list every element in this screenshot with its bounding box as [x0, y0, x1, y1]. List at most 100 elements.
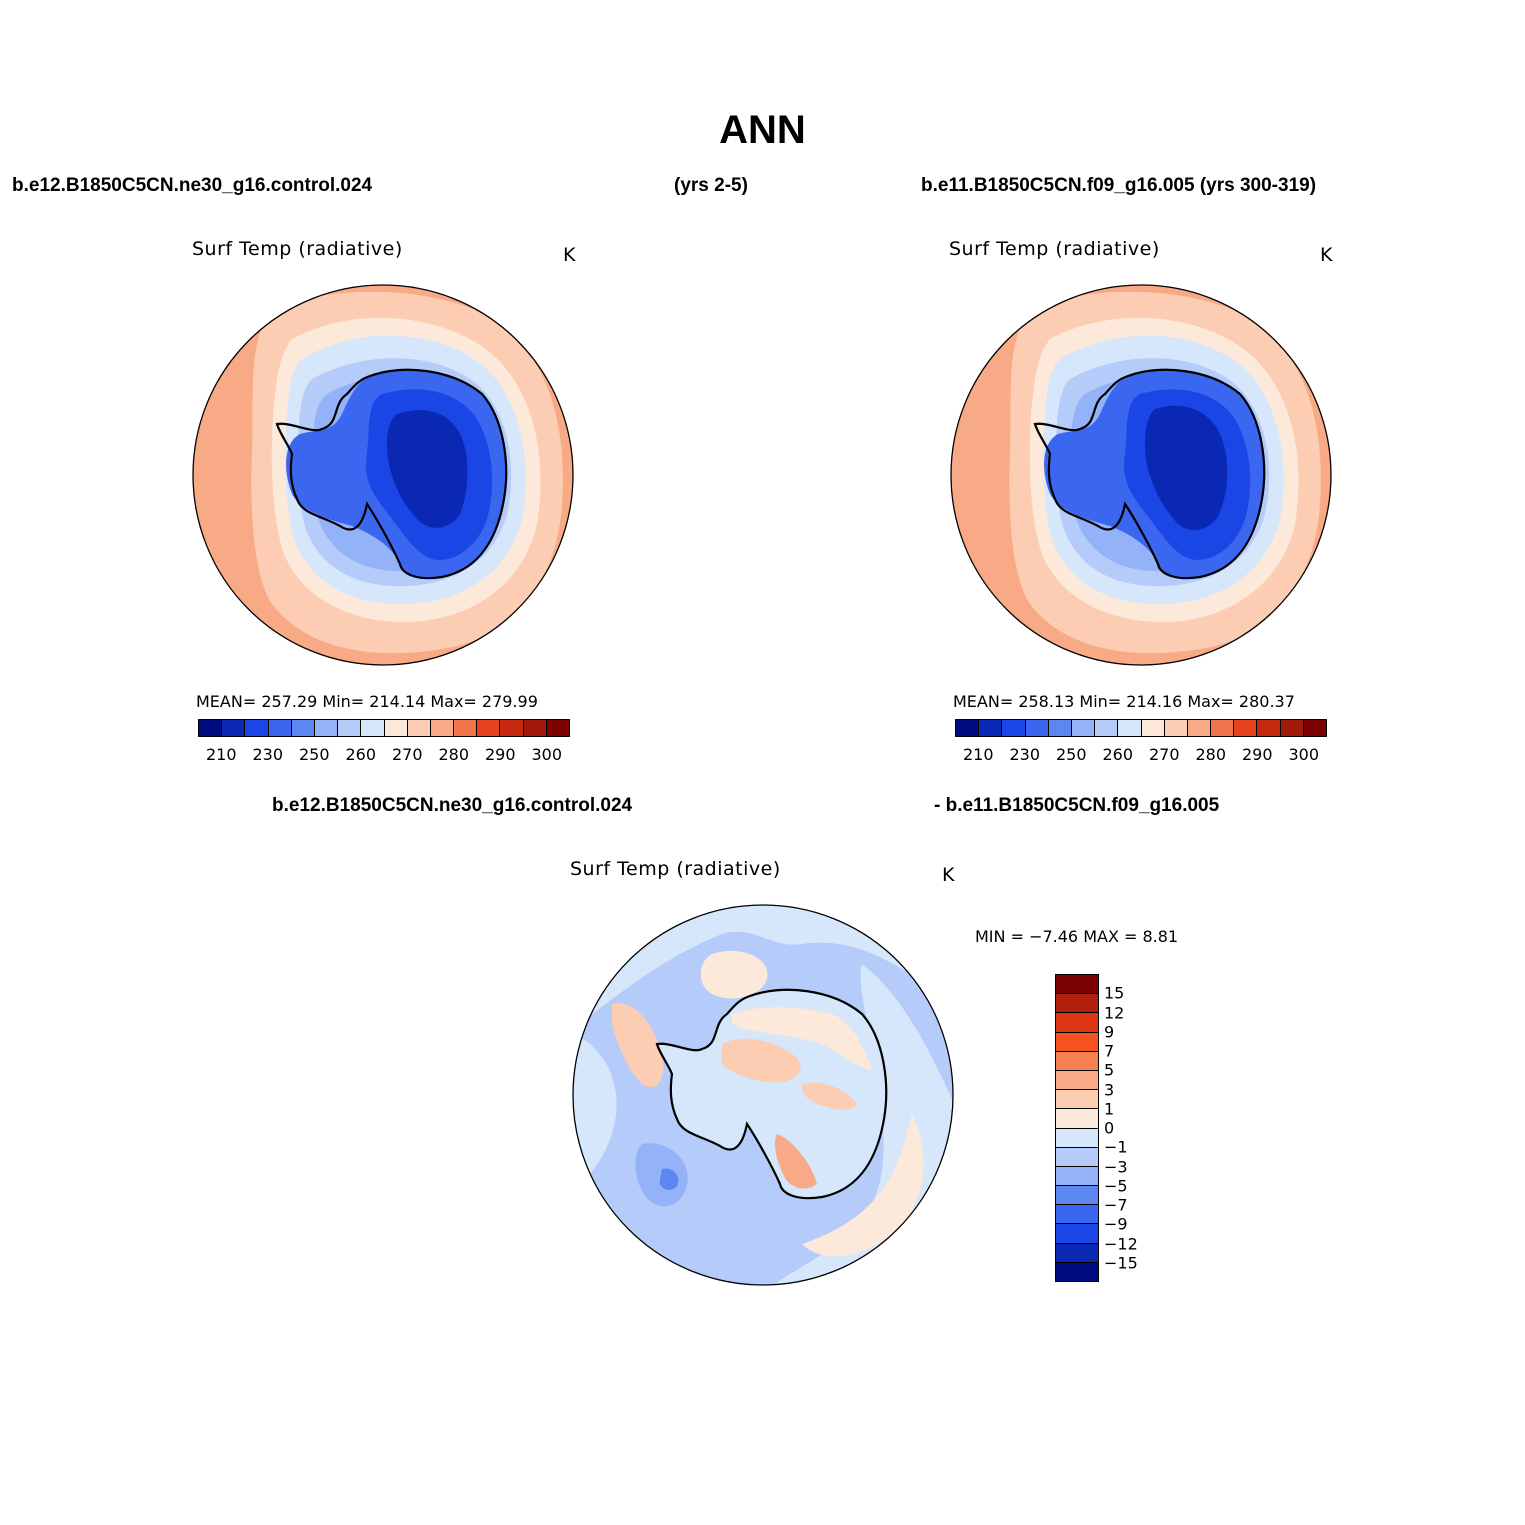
diff-colorbar — [1055, 974, 1099, 1282]
contour-band — [1144, 405, 1228, 531]
colorbar-box — [1095, 720, 1119, 736]
colorbar-box — [1056, 1051, 1098, 1071]
contour-band — [732, 1007, 872, 1070]
colorbar-box — [1025, 720, 1049, 736]
panel3-unit: K — [942, 864, 955, 886]
antarctica-coastline — [1033, 368, 1266, 580]
colorbar-tick-label: 210 — [962, 745, 994, 764]
panel2-stats: MEAN= 258.13 Min= 214.16 Max= 280.37 — [953, 692, 1295, 711]
colorbar-box — [1056, 994, 1098, 1014]
panel2-map — [950, 284, 1332, 666]
panel2-unit: K — [1320, 244, 1333, 266]
panel1-title: Surf Temp (radiative) — [192, 238, 403, 260]
colorbar-tick-label: −5 — [1104, 1176, 1128, 1196]
colorbar-box — [546, 720, 569, 736]
colorbar-tick-label: 12 — [1104, 1003, 1125, 1022]
colorbar-box — [1164, 720, 1188, 736]
colorbar-tick-label: 260 — [1102, 745, 1134, 764]
colorbar-box — [1048, 720, 1072, 736]
colorbar-box — [979, 720, 1003, 736]
colorbar-tick-label: 230 — [1009, 745, 1041, 764]
colorbar-box — [1056, 1109, 1098, 1129]
colorbar-tick-label: 290 — [1241, 745, 1273, 764]
colorbar-box — [500, 720, 524, 736]
colorbar-tick-label: 9 — [1104, 1022, 1115, 1042]
colorbar-box — [291, 720, 315, 736]
colorbar-box — [1056, 1243, 1098, 1263]
colorbar-box — [1056, 1262, 1098, 1281]
colorbar-box — [268, 720, 292, 736]
years-header: (yrs 2-5) — [674, 175, 748, 196]
colorbar-tick-label: 300 — [1288, 745, 1320, 764]
colorbar-tick-label: 270 — [391, 745, 423, 764]
colorbar-box — [1118, 720, 1142, 736]
contour-band — [386, 410, 468, 528]
main-title: ANN — [719, 108, 806, 152]
colorbar-tick-label: 290 — [484, 745, 516, 764]
colorbar-tick-label: 0 — [1104, 1118, 1115, 1138]
contour-band — [659, 1168, 679, 1190]
contour-band — [774, 1134, 817, 1189]
panel2-colorbar — [955, 719, 1327, 737]
colorbar-tick-label: 250 — [1055, 745, 1087, 764]
colorbar-box — [245, 720, 269, 736]
case-left-header: b.e12.B1850C5CN.ne30_g16.control.024 — [12, 175, 373, 196]
colorbar-box — [1187, 720, 1212, 736]
colorbar-box — [1056, 1013, 1098, 1033]
colorbar-box — [430, 720, 455, 736]
panel2-title: Surf Temp (radiative) — [949, 238, 1160, 260]
contour-band — [573, 1034, 617, 1194]
panel1-map — [192, 284, 574, 666]
colorbar-tick-label: −7 — [1104, 1195, 1128, 1215]
colorbar-tick-label: 5 — [1104, 1060, 1115, 1080]
case-right-header: b.e11.B1850C5CN.f09_g16.005 (yrs 300-319… — [921, 175, 1317, 196]
colorbar-tick-label: −12 — [1104, 1234, 1138, 1253]
colorbar-tick-label: 250 — [298, 745, 330, 764]
colorbar-tick-label: 15 — [1104, 983, 1125, 1003]
colorbar-box — [523, 720, 547, 736]
diff-left-header: b.e12.B1850C5CN.ne30_g16.control.024 — [272, 795, 633, 816]
colorbar-tick-label: −9 — [1104, 1214, 1128, 1234]
panel3-map — [572, 904, 954, 1286]
colorbar-tick-label: 3 — [1104, 1080, 1115, 1099]
colorbar-box — [1303, 720, 1326, 736]
colorbar-box — [1071, 720, 1096, 736]
colorbar-box — [1056, 1166, 1098, 1187]
colorbar-box — [454, 720, 478, 736]
contour-band — [573, 905, 953, 1024]
colorbar-box — [407, 720, 431, 736]
antarctica-coastline — [655, 988, 888, 1200]
colorbar-box — [1056, 1070, 1098, 1091]
contour-band — [700, 950, 768, 999]
antarctica-coastline — [275, 368, 508, 580]
diff-right-header: - b.e11.B1850C5CN.f09_g16.005 — [934, 795, 1220, 816]
colorbar-box — [314, 720, 339, 736]
colorbar-box — [1056, 1205, 1098, 1225]
contour-band — [802, 1114, 924, 1257]
panel3-title: Surf Temp (radiative) — [570, 858, 781, 880]
colorbar-box — [477, 720, 501, 736]
colorbar-box — [1056, 1147, 1098, 1167]
map-border — [950, 284, 1332, 666]
colorbar-box — [1141, 720, 1165, 736]
colorbar-tick-label: −15 — [1104, 1253, 1138, 1273]
panel1-unit: K — [563, 244, 576, 266]
colorbar-tick-label: 270 — [1148, 745, 1180, 764]
contour-band — [801, 1082, 857, 1110]
colorbar-box — [1056, 975, 1098, 995]
colorbar-box — [1056, 1032, 1098, 1052]
colorbar-tick-label: 230 — [252, 745, 284, 764]
colorbar-box — [1002, 720, 1026, 736]
colorbar-box — [1056, 1128, 1098, 1148]
colorbar-tick-label: 280 — [1195, 745, 1227, 764]
map-border — [572, 904, 954, 1286]
colorbar-box — [1056, 1090, 1098, 1110]
colorbar-tick-label: 280 — [438, 745, 470, 764]
colorbar-box — [361, 720, 385, 736]
colorbar-box — [1056, 1224, 1098, 1244]
colorbar-box — [1280, 720, 1304, 736]
colorbar-box — [1234, 720, 1258, 736]
colorbar-tick-label: 7 — [1104, 1041, 1115, 1061]
colorbar-box — [956, 720, 980, 736]
colorbar-box — [199, 720, 223, 736]
